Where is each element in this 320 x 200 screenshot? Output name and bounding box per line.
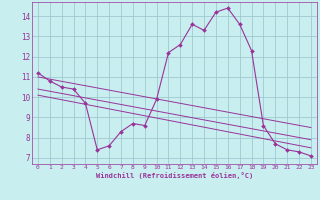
X-axis label: Windchill (Refroidissement éolien,°C): Windchill (Refroidissement éolien,°C) xyxy=(96,172,253,179)
